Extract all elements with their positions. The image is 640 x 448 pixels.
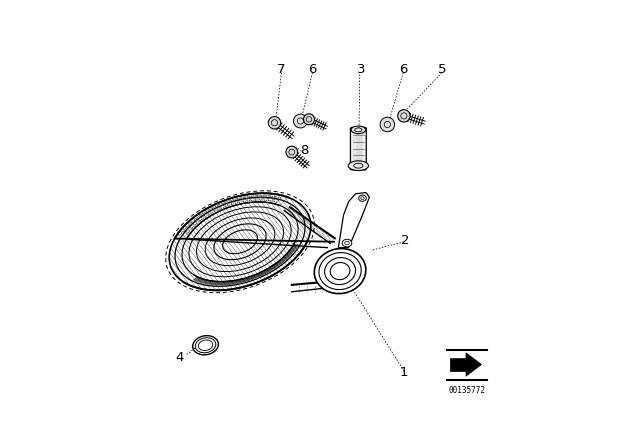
Circle shape [397, 110, 410, 122]
Circle shape [380, 117, 395, 132]
Ellipse shape [195, 338, 216, 353]
Ellipse shape [348, 161, 369, 171]
Circle shape [268, 116, 281, 129]
Ellipse shape [358, 195, 366, 201]
Polygon shape [451, 353, 481, 376]
Text: 7: 7 [277, 63, 285, 76]
Text: 8: 8 [300, 144, 308, 157]
Ellipse shape [351, 126, 365, 134]
Polygon shape [339, 193, 369, 248]
FancyBboxPatch shape [351, 127, 366, 170]
Text: 2: 2 [401, 233, 410, 246]
Circle shape [294, 114, 307, 128]
Text: 00135772: 00135772 [449, 386, 485, 395]
Text: 3: 3 [356, 63, 365, 76]
Text: 6: 6 [399, 63, 408, 76]
Text: 1: 1 [399, 366, 408, 379]
Text: 5: 5 [438, 63, 446, 76]
Ellipse shape [193, 336, 218, 355]
Text: 6: 6 [308, 63, 317, 76]
Ellipse shape [342, 239, 352, 247]
Circle shape [286, 146, 298, 158]
Ellipse shape [198, 340, 212, 350]
Text: 4: 4 [175, 351, 184, 364]
Ellipse shape [314, 249, 366, 293]
Circle shape [303, 114, 314, 125]
